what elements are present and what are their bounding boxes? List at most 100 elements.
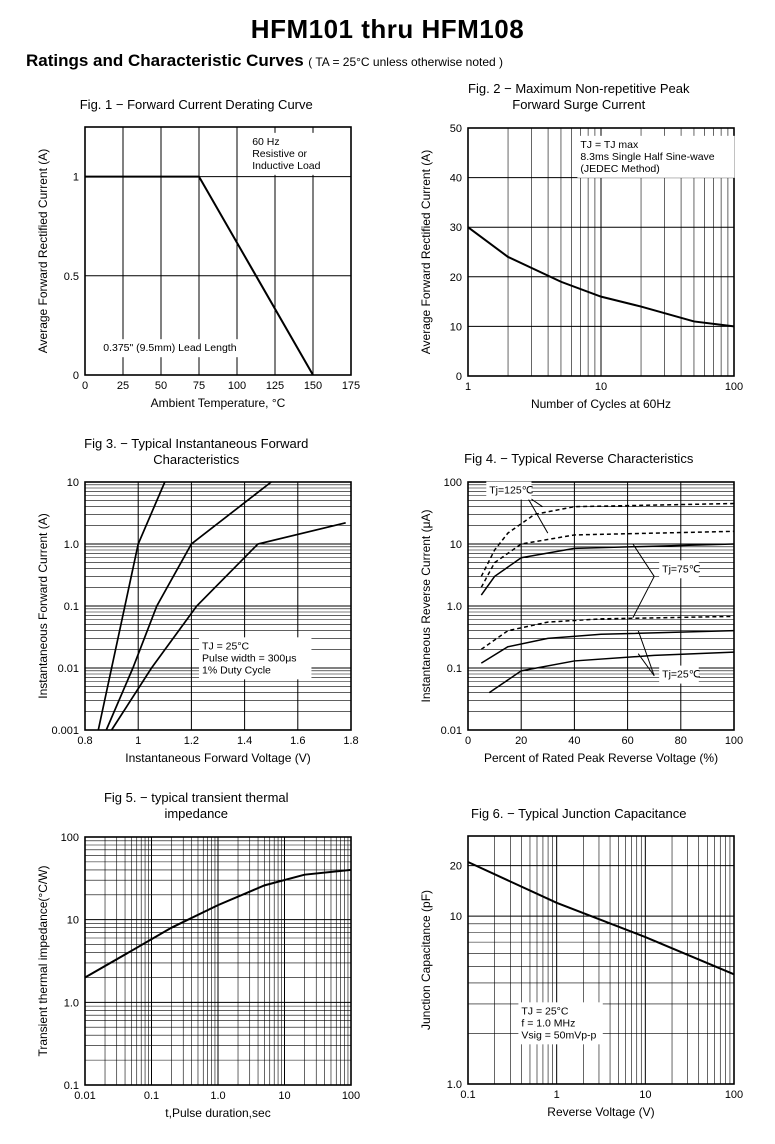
charts-grid: Fig. 1 − Forward Current Derating Curve … xyxy=(20,81,755,1127)
svg-text:0.01: 0.01 xyxy=(58,663,79,675)
svg-text:10: 10 xyxy=(450,911,462,923)
page-subtitle: Ratings and Characteristic Curves xyxy=(26,51,304,70)
svg-text:Transient thermal impedance(°C: Transient thermal impedance(°C/W) xyxy=(36,865,50,1056)
fig4-chart: 0204060801000.010.11.010100Percent of Ra… xyxy=(414,472,744,772)
fig4-title: Fig 4. − Typical Reverse Characteristics xyxy=(464,436,693,468)
svg-text:1: 1 xyxy=(465,381,471,393)
svg-text:1.0: 1.0 xyxy=(211,1090,226,1102)
svg-text:Instantaneous Forward Voltage: Instantaneous Forward Voltage (V) xyxy=(126,751,311,765)
svg-text:40: 40 xyxy=(450,172,462,184)
svg-text:20: 20 xyxy=(450,861,462,873)
fig1-title: Fig. 1 − Forward Current Derating Curve xyxy=(80,81,313,113)
fig1-chart: 0 25 50 75 100 125 150 175 0 0.5 1 Ambient Temperat… xyxy=(31,117,361,417)
svg-text:0.01: 0.01 xyxy=(440,725,461,737)
svg-text:0: 0 xyxy=(456,371,462,383)
fig3-title: Fig 3. − Typical Instantaneous ForwardCh… xyxy=(84,436,308,469)
svg-text:100: 100 xyxy=(725,735,743,747)
svg-text:100: 100 xyxy=(443,477,461,489)
svg-text:100: 100 xyxy=(228,380,246,392)
fig3-chart: 0.811.21.41.61.80.0010.010.11.010Instant… xyxy=(31,472,361,772)
svg-text:100: 100 xyxy=(342,1090,360,1102)
svg-text:20: 20 xyxy=(515,735,527,747)
svg-text:20: 20 xyxy=(450,271,462,283)
svg-text:10: 10 xyxy=(639,1089,651,1101)
svg-text:Resistive or: Resistive or xyxy=(252,148,307,160)
fig2-title: Fig. 2 − Maximum Non-repetitive PeakForw… xyxy=(468,81,689,114)
svg-text:0.1: 0.1 xyxy=(64,1080,79,1092)
svg-text:0: 0 xyxy=(82,380,88,392)
svg-text:Inductive Load: Inductive Load xyxy=(252,160,320,172)
svg-text:0.1: 0.1 xyxy=(64,601,79,613)
svg-text:1.4: 1.4 xyxy=(237,735,252,747)
svg-text:50: 50 xyxy=(155,380,167,392)
svg-text:Instantaneous Reverse Current: Instantaneous Reverse Current (μA) xyxy=(419,509,433,702)
svg-text:125: 125 xyxy=(266,380,284,392)
fig6-title: Fig 6. − Typical Junction Capacitance xyxy=(471,790,686,822)
svg-text:Ambient Temperature, °C: Ambient Temperature, °C xyxy=(151,396,286,410)
svg-text:10: 10 xyxy=(595,381,607,393)
svg-text:0.1: 0.1 xyxy=(460,1089,475,1101)
fig2-cell: Fig. 2 − Maximum Non-repetitive PeakForw… xyxy=(403,81,756,418)
svg-text:TJ = 25°C: TJ = 25°C xyxy=(202,640,250,652)
svg-text:Average Forward Rectified Curr: Average Forward Rectified Current (A) xyxy=(36,149,50,354)
svg-text:25: 25 xyxy=(117,380,129,392)
svg-text:8.3ms Single Half Sine-wave: 8.3ms Single Half Sine-wave xyxy=(580,150,714,162)
page-subnote: ( TA = 25°C unless otherwise noted ) xyxy=(308,55,503,69)
fig2-chart: 11010001020304050Number of Cycles at 60H… xyxy=(414,118,744,418)
svg-text:0: 0 xyxy=(73,370,79,382)
svg-text:0.1: 0.1 xyxy=(446,663,461,675)
svg-text:10: 10 xyxy=(450,321,462,333)
svg-text:Tj=125℃: Tj=125℃ xyxy=(489,484,533,496)
svg-text:Tj=75℃: Tj=75℃ xyxy=(662,563,701,575)
fig3-cell: Fig 3. − Typical Instantaneous ForwardCh… xyxy=(20,436,373,773)
fig5-chart: 0.010.11.0101000.11.010100t,Pulse durati… xyxy=(31,827,361,1127)
svg-text:Pulse width = 300μs: Pulse width = 300μs xyxy=(202,652,296,664)
svg-text:Percent of Rated Peak Reverse: Percent of Rated Peak Reverse Voltage (%… xyxy=(484,751,718,765)
svg-text:80: 80 xyxy=(674,735,686,747)
svg-text:100: 100 xyxy=(725,1089,743,1101)
svg-text:1% Duty Cycle: 1% Duty Cycle xyxy=(202,664,271,676)
svg-text:60: 60 xyxy=(621,735,633,747)
svg-text:60 Hz: 60 Hz xyxy=(252,136,279,148)
svg-text:1.2: 1.2 xyxy=(184,735,199,747)
svg-text:10: 10 xyxy=(279,1090,291,1102)
svg-text:40: 40 xyxy=(568,735,580,747)
svg-text:TJ = TJ max: TJ = TJ max xyxy=(580,138,639,150)
fig6-cell: Fig 6. − Typical Junction Capacitance 0.… xyxy=(403,790,756,1127)
svg-text:0.5: 0.5 xyxy=(64,271,79,283)
svg-text:0.8: 0.8 xyxy=(78,735,93,747)
svg-text:0.001: 0.001 xyxy=(52,725,80,737)
svg-text:10: 10 xyxy=(450,539,462,551)
fig4-cell: Fig 4. − Typical Reverse Characteristics… xyxy=(403,436,756,773)
svg-text:175: 175 xyxy=(342,380,360,392)
svg-text:Tj=25℃: Tj=25℃ xyxy=(662,668,701,680)
svg-text:75: 75 xyxy=(193,380,205,392)
svg-text:1: 1 xyxy=(73,172,79,184)
svg-text:Instantaneous Forward Current: Instantaneous Forward Current (A) xyxy=(36,513,50,698)
svg-text:1.0: 1.0 xyxy=(446,1079,461,1091)
svg-text:Number of Cycles at 60Hz: Number of Cycles at 60Hz xyxy=(531,397,671,411)
fig5-cell: Fig 5. − typical transient thermalimpeda… xyxy=(20,790,373,1127)
svg-text:150: 150 xyxy=(304,380,322,392)
svg-text:0: 0 xyxy=(465,735,471,747)
fig1-cell: Fig. 1 − Forward Current Derating Curve … xyxy=(20,81,373,418)
svg-text:Vsig = 50mVp-p: Vsig = 50mVp-p xyxy=(521,1029,596,1041)
svg-text:1.6: 1.6 xyxy=(290,735,305,747)
svg-text:Reverse Voltage (V): Reverse Voltage (V) xyxy=(547,1105,654,1119)
page-title: HFM101 thru HFM108 xyxy=(20,14,755,45)
svg-text:Average Forward Rectified Curr: Average Forward Rectified Current (A) xyxy=(419,149,433,354)
svg-text:100: 100 xyxy=(725,381,743,393)
svg-text:30: 30 xyxy=(450,222,462,234)
svg-text:100: 100 xyxy=(61,832,79,844)
svg-text:1.0: 1.0 xyxy=(64,539,79,551)
svg-text:10: 10 xyxy=(67,477,79,489)
fig5-title: Fig 5. − typical transient thermalimpeda… xyxy=(104,790,289,823)
svg-text:f = 1.0 MHz: f = 1.0 MHz xyxy=(521,1017,575,1029)
svg-text:TJ = 25°C: TJ = 25°C xyxy=(521,1005,569,1017)
svg-text:1.0: 1.0 xyxy=(64,997,79,1009)
fig6-chart: 0.11101001.01020Reverse Voltage (V)Junct… xyxy=(414,826,744,1126)
svg-text:10: 10 xyxy=(67,914,79,926)
svg-text:0.375" (9.5mm) Lead Length: 0.375" (9.5mm) Lead Length xyxy=(103,342,236,354)
svg-text:0.1: 0.1 xyxy=(144,1090,159,1102)
svg-text:t,Pulse duration,sec: t,Pulse duration,sec xyxy=(166,1106,271,1120)
